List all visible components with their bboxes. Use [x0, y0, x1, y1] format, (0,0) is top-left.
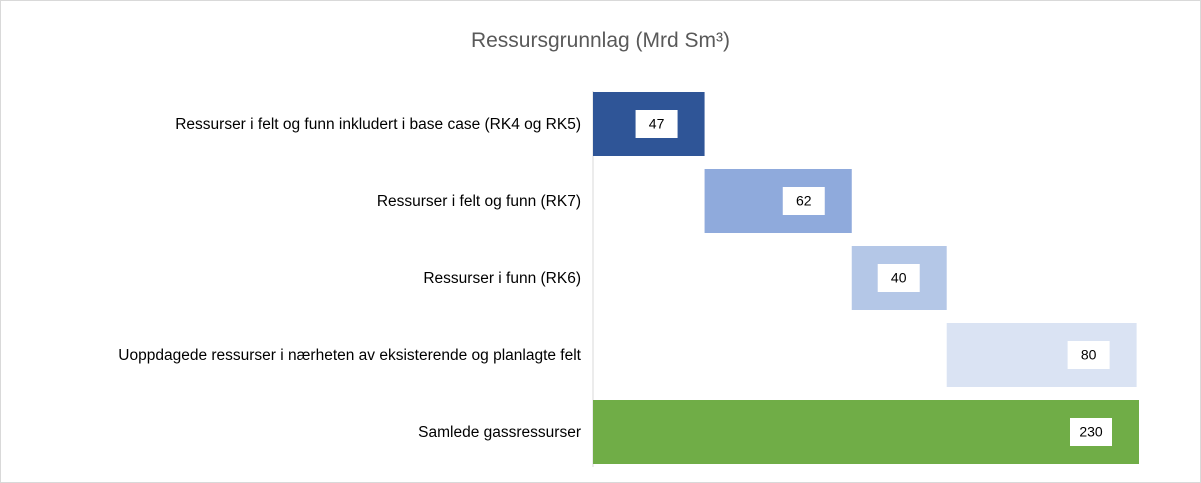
category-label-box: Uoppdagede ressurser i nærheten av eksis… [11, 323, 581, 387]
bar [593, 400, 1139, 464]
data-label: 40 [891, 270, 907, 286]
category-label: Ressurser i felt og funn inkludert i bas… [175, 115, 581, 133]
data-label-box [635, 110, 678, 138]
data-label: 62 [796, 193, 812, 209]
bar [704, 169, 852, 233]
data-label: 230 [1079, 424, 1103, 440]
data-label-box [877, 264, 920, 292]
category-label-box: Ressurser i funn (RK6) [11, 246, 581, 310]
data-label: 80 [1081, 347, 1097, 363]
data-label: 47 [649, 116, 665, 132]
category-label: Ressurser i felt og funn (RK7) [376, 192, 581, 210]
data-label-box [782, 187, 825, 215]
category-label-box: Samlede gassressurser [11, 400, 581, 464]
category-label: Uoppdagede ressurser i nærheten av eksis… [118, 346, 581, 364]
chart-title: Ressursgrunnlag (Mrd Sm³) [470, 29, 731, 52]
data-label-box [1067, 341, 1110, 369]
category-label-box: Ressurser i felt og funn inkludert i bas… [11, 92, 581, 156]
category-label-box: Ressurser i felt og funn (RK7) [11, 169, 581, 233]
category-label: Samlede gassressurser [418, 423, 581, 441]
category-label: Ressurser i funn (RK6) [423, 269, 581, 287]
data-label-box [1070, 418, 1112, 446]
